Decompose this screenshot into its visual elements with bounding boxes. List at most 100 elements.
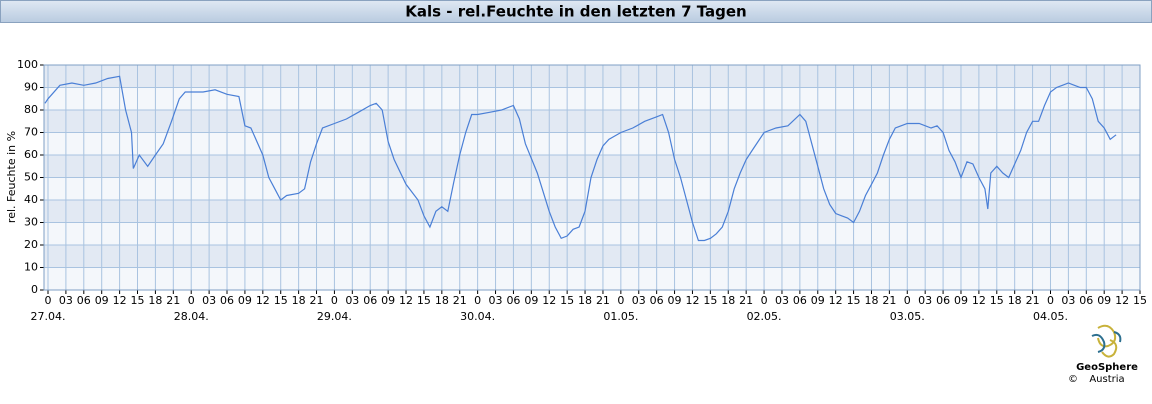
x-tick-label: 12 — [542, 294, 556, 307]
band — [44, 65, 1140, 88]
x-tick-label: 03 — [345, 294, 359, 307]
y-tick-label: 0 — [31, 283, 38, 296]
x-tick-label: 21 — [596, 294, 610, 307]
x-date-label: 27.04. — [30, 310, 65, 323]
x-tick-label: 09 — [954, 294, 968, 307]
x-tick-label: 12 — [113, 294, 127, 307]
x-tick-label: 18 — [148, 294, 162, 307]
data-line — [44, 75, 1117, 242]
y-tick-label: 100 — [17, 58, 38, 71]
x-tick-label: 15 — [274, 294, 288, 307]
x-tick-label: 15 — [847, 294, 861, 307]
x-tick-label: 21 — [1026, 294, 1040, 307]
x-date-label: 04.05. — [1033, 310, 1068, 323]
x-tick-label: 06 — [936, 294, 950, 307]
y-tick-label: 50 — [24, 171, 38, 184]
x-tick-label: 06 — [1079, 294, 1093, 307]
x-tick-label: 09 — [381, 294, 395, 307]
band — [44, 267, 1140, 290]
x-tick-label: 09 — [524, 294, 538, 307]
band — [44, 155, 1140, 178]
band — [44, 132, 1140, 155]
logo-sub: Austria — [1089, 374, 1124, 385]
band — [44, 222, 1140, 245]
band — [44, 87, 1140, 110]
x-tick-label: 0 — [761, 294, 768, 307]
x-tick-label: 06 — [77, 294, 91, 307]
x-date-label: 03.05. — [890, 310, 925, 323]
band — [44, 110, 1140, 133]
y-tick-label: 80 — [24, 103, 38, 116]
x-tick-label: 06 — [650, 294, 664, 307]
band — [44, 245, 1140, 268]
x-tick-label: 0 — [331, 294, 338, 307]
x-tick-label: 09 — [238, 294, 252, 307]
x-tick-label: 0 — [617, 294, 624, 307]
x-tick-label: 12 — [972, 294, 986, 307]
x-tick-label: 06 — [220, 294, 234, 307]
x-tick-label: 12 — [399, 294, 413, 307]
x-tick-label: 18 — [578, 294, 592, 307]
logo: GeoSphere Austria © — [1068, 324, 1138, 385]
y-tick-label: 90 — [24, 81, 38, 94]
y-tick-label: 70 — [24, 126, 38, 139]
x-tick-label: 21 — [739, 294, 753, 307]
x-tick-label: 18 — [292, 294, 306, 307]
x-tick-label: 03 — [202, 294, 216, 307]
x-tick-label: 0 — [1047, 294, 1054, 307]
x-tick-label: 09 — [1097, 294, 1111, 307]
x-date-label: 02.05. — [747, 310, 782, 323]
x-tick-label: 09 — [811, 294, 825, 307]
x-tick-label: 0 — [904, 294, 911, 307]
plot-frame — [43, 64, 1141, 291]
x-tick-label: 18 — [864, 294, 878, 307]
x-tick-label: 0 — [474, 294, 481, 307]
copyright: © — [1068, 374, 1078, 385]
x-tick-label: 03 — [59, 294, 73, 307]
x-tick-label: 21 — [882, 294, 896, 307]
x-tick-label: 18 — [435, 294, 449, 307]
band — [44, 200, 1140, 223]
y-tick-label: 10 — [24, 261, 38, 274]
x-tick-label: 12 — [829, 294, 843, 307]
x-date-label: 28.04. — [174, 310, 209, 323]
x-tick-label: 09 — [95, 294, 109, 307]
x-tick-label: 18 — [721, 294, 735, 307]
x-tick-label: 06 — [793, 294, 807, 307]
x-tick-label: 12 — [685, 294, 699, 307]
y-tick-label: 30 — [24, 216, 38, 229]
y-tick-label: 20 — [24, 238, 38, 251]
x-date-label: 29.04. — [317, 310, 352, 323]
logo-name: GeoSphere — [1076, 362, 1138, 373]
x-tick-label: 12 — [1115, 294, 1129, 307]
x-tick-label: 15 — [990, 294, 1004, 307]
x-tick-label: 03 — [918, 294, 932, 307]
x-date-label: 01.05. — [603, 310, 638, 323]
x-tick-label: 03 — [775, 294, 789, 307]
y-tick-label: 40 — [24, 193, 38, 206]
y-axis-label: rel. Feuchte in % — [5, 131, 18, 223]
x-tick-label: 15 — [703, 294, 717, 307]
x-tick-label: 0 — [44, 294, 51, 307]
x-tick-label: 21 — [310, 294, 324, 307]
x-date-label: 30.04. — [460, 310, 495, 323]
x-tick-label: 15 — [417, 294, 431, 307]
x-tick-label: 15 — [560, 294, 574, 307]
x-tick-label: 03 — [489, 294, 503, 307]
x-tick-label: 18 — [1008, 294, 1022, 307]
x-tick-label: 15 — [1133, 294, 1147, 307]
band — [44, 177, 1140, 200]
x-tick-label: 09 — [668, 294, 682, 307]
y-tick-label: 60 — [24, 148, 38, 161]
x-tick-label: 0 — [188, 294, 195, 307]
x-tick-label: 12 — [256, 294, 270, 307]
x-tick-label: 03 — [632, 294, 646, 307]
x-tick-label: 06 — [363, 294, 377, 307]
chart-title: Kals - rel.Feuchte in den letzten 7 Tage… — [405, 3, 747, 21]
x-tick-label: 06 — [506, 294, 520, 307]
x-tick-label: 21 — [453, 294, 467, 307]
x-tick-label: 21 — [166, 294, 180, 307]
x-tick-label: 15 — [131, 294, 145, 307]
x-tick-label: 03 — [1061, 294, 1075, 307]
